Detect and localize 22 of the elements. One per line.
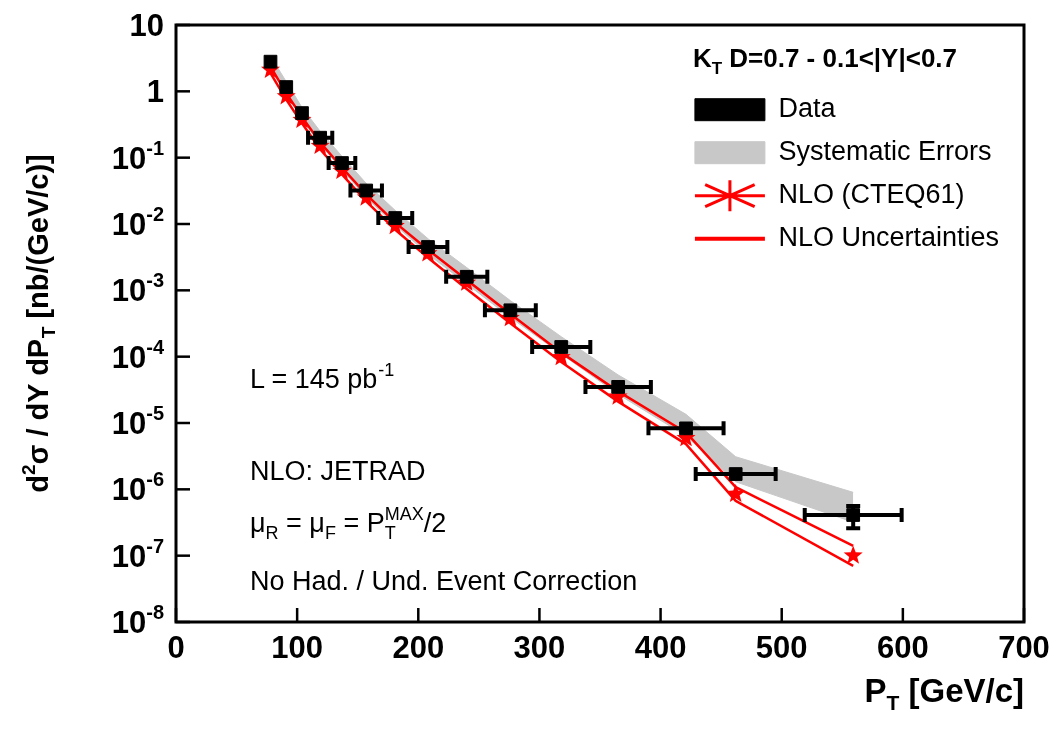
x-tick-label: 700 xyxy=(998,630,1050,665)
y-tick-label: 10 xyxy=(129,8,164,43)
x-tick-label: 0 xyxy=(167,630,185,665)
legend-label: NLO (CTEQ61) xyxy=(778,179,965,210)
x-tick-label: 200 xyxy=(392,630,445,665)
point xyxy=(263,54,278,69)
y-tick-label: 1 xyxy=(146,74,165,110)
annotation: No Had. / Und. Event Correction xyxy=(250,566,638,596)
point xyxy=(843,545,863,564)
legend-label: Data xyxy=(778,93,837,124)
x-tick-label: 500 xyxy=(755,630,808,665)
x-tick-label: 100 xyxy=(271,630,324,665)
point xyxy=(726,484,746,503)
annotation: NLO: JETRAD xyxy=(250,456,426,486)
point xyxy=(295,106,309,120)
legend-label: NLO Uncertainties xyxy=(778,222,1000,253)
x-tick-label: 400 xyxy=(634,630,687,665)
y-axis-title: d2σ / dY dPT [nb/(GeV/c)] xyxy=(17,154,60,493)
legend-label: Systematic Errors xyxy=(778,136,992,167)
x-tick-label: 300 xyxy=(513,630,566,665)
x-tick-label: 600 xyxy=(877,630,929,665)
point xyxy=(279,80,294,94)
